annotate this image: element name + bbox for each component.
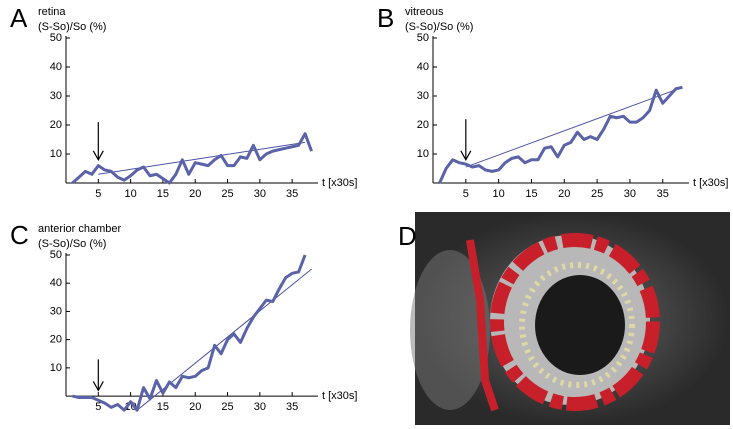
y-tick-label: 10 bbox=[50, 148, 62, 160]
y-axis-label: (S-So)/So (%) bbox=[38, 21, 106, 33]
panel-label: A bbox=[10, 3, 28, 33]
arrow-head bbox=[92, 150, 104, 162]
y-tick-label: 10 bbox=[50, 362, 62, 374]
data-line bbox=[71, 132, 313, 185]
chart-title: anterior chamber bbox=[38, 223, 121, 235]
x-tick-label: 30 bbox=[624, 188, 636, 200]
y-tick-label: 50 bbox=[50, 249, 62, 261]
fit-line bbox=[136, 268, 312, 411]
x-tick-label: 5 bbox=[95, 188, 101, 200]
enhancement-inner bbox=[519, 262, 635, 388]
x-tick-label: 35 bbox=[286, 401, 298, 413]
y-tick-label: 20 bbox=[417, 119, 429, 131]
tissue bbox=[410, 250, 490, 410]
panel-label: B bbox=[377, 3, 394, 33]
x-tick-label: 20 bbox=[189, 401, 201, 413]
x-tick-label: 25 bbox=[221, 401, 233, 413]
fit-line bbox=[98, 141, 306, 175]
arrow-head bbox=[460, 150, 472, 162]
x-axis-label: t [x30s] bbox=[322, 390, 357, 402]
x-axis-label: t [x30s] bbox=[322, 177, 357, 189]
y-tick-label: 50 bbox=[417, 32, 429, 44]
y-tick-label: 10 bbox=[417, 148, 429, 160]
lens-dark bbox=[535, 275, 625, 375]
y-tick-label: 40 bbox=[417, 61, 429, 73]
data-line bbox=[438, 85, 683, 184]
x-tick-label: 15 bbox=[157, 188, 169, 200]
fit-line bbox=[465, 86, 683, 168]
panel-label: D bbox=[398, 221, 417, 251]
y-axis-label: (S-So)/So (%) bbox=[405, 21, 473, 33]
x-tick-label: 25 bbox=[221, 188, 233, 200]
data-line bbox=[72, 254, 307, 412]
x-tick-label: 10 bbox=[493, 188, 505, 200]
enhancement-left bbox=[466, 239, 499, 412]
chart-title: retina bbox=[38, 6, 66, 18]
y-axis-label: (S-So)/So (%) bbox=[38, 238, 106, 250]
x-tick-label: 30 bbox=[254, 188, 266, 200]
y-tick-label: 30 bbox=[417, 90, 429, 102]
y-tick-label: 30 bbox=[50, 90, 62, 102]
y-tick-label: 20 bbox=[50, 334, 62, 346]
x-tick-label: 25 bbox=[591, 188, 603, 200]
x-tick-label: 10 bbox=[124, 188, 136, 200]
chart-title: vitreous bbox=[405, 6, 444, 18]
x-tick-label: 15 bbox=[525, 188, 537, 200]
x-tick-label: 20 bbox=[189, 188, 201, 200]
x-tick-label: 15 bbox=[157, 401, 169, 413]
enhancement-ring bbox=[490, 233, 660, 411]
y-tick-label: 20 bbox=[50, 119, 62, 131]
mri-panel: D bbox=[398, 212, 730, 425]
y-tick-label: 40 bbox=[50, 61, 62, 73]
x-tick-label: 5 bbox=[463, 188, 469, 200]
y-tick-label: 30 bbox=[50, 305, 62, 317]
arrow-head bbox=[92, 381, 104, 392]
y-tick-label: 40 bbox=[50, 277, 62, 289]
x-tick-label: 35 bbox=[657, 188, 669, 200]
x-axis-label: t [x30s] bbox=[693, 177, 728, 189]
y-tick-label: 50 bbox=[50, 32, 62, 44]
x-tick-label: 5 bbox=[95, 401, 101, 413]
x-tick-label: 35 bbox=[286, 188, 298, 200]
x-tick-label: 20 bbox=[558, 188, 570, 200]
panel-label: C bbox=[10, 220, 29, 250]
x-tick-label: 30 bbox=[254, 401, 266, 413]
